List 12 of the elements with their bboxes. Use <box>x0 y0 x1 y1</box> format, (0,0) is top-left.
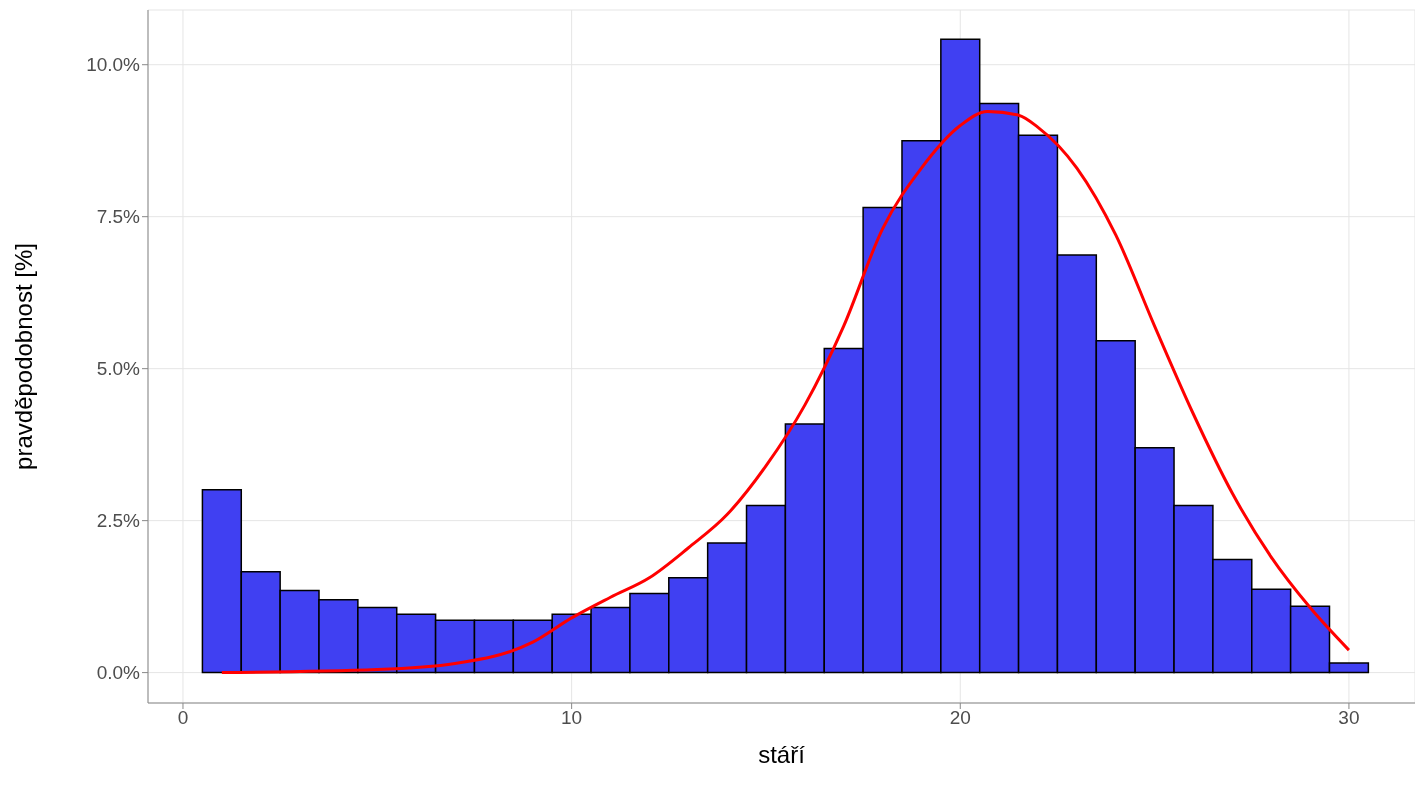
x-tick-label: 10 <box>561 707 583 729</box>
y-axis-title: pravděpodobnost [%] <box>9 243 37 470</box>
x-tick-label: 0 <box>177 707 189 729</box>
y-tick-label: 5.0% <box>96 358 141 380</box>
y-tick-label: 2.5% <box>96 510 141 532</box>
x-tick-label: 20 <box>949 707 971 729</box>
y-tick-label: 10.0% <box>86 54 141 76</box>
x-tick-label: 30 <box>1338 707 1360 729</box>
line-series <box>220 110 1351 675</box>
x-axis-title: stáří <box>758 741 806 768</box>
y-tick-label: 7.5% <box>96 206 141 228</box>
y-tick-label: 0.0% <box>96 662 141 684</box>
